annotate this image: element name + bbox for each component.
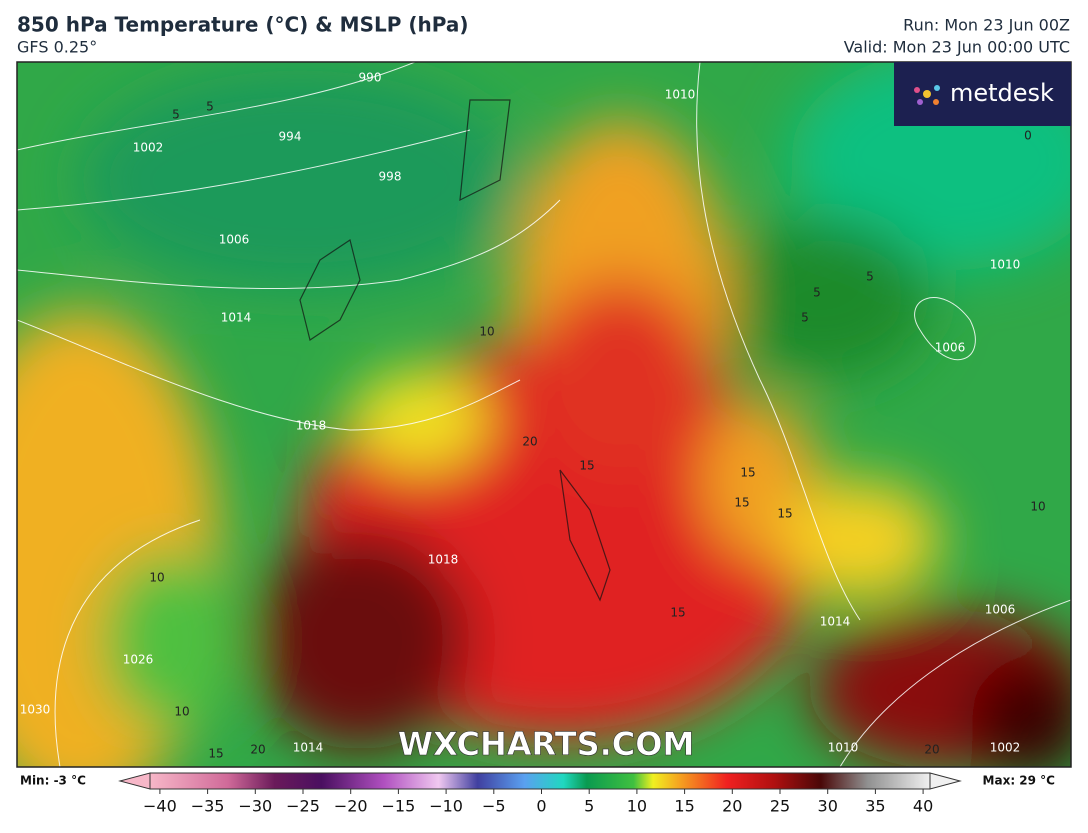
isotherm-label: 10 (149, 571, 164, 585)
isotherm-label: 15 (579, 459, 594, 473)
colorbar-tick-label: −30 (238, 797, 272, 816)
isotherm-label: 10 (174, 705, 189, 719)
isotherm-label: 5 (206, 100, 214, 114)
colorbar-tick-label: 20 (722, 797, 742, 816)
colorbar-tick-label: 35 (865, 797, 885, 816)
isobar-label: 994 (279, 130, 302, 144)
isotherm-label: 20 (250, 743, 265, 757)
colorbar-tick-label: 15 (674, 797, 694, 816)
colorbar-tick-label: 25 (770, 797, 790, 816)
isotherm-label: 10 (479, 325, 494, 339)
legend-max: Max: 29 °C (983, 774, 1056, 788)
isotherm-label: 20 (924, 743, 939, 757)
isobar-label: 1010 (828, 741, 859, 755)
colorbar-low-end (118, 772, 151, 790)
isobar-label: 1006 (935, 341, 966, 355)
map: 9909949981002100610101014101810101006102… (17, 62, 1071, 767)
isotherm-label: 15 (670, 606, 685, 620)
isotherm-label: 5 (801, 311, 809, 325)
isotherm-label: 20 (522, 435, 537, 449)
colorbar-tick-label: −15 (382, 797, 416, 816)
isobar-label: 1010 (990, 258, 1021, 272)
isobar-label: 1010 (665, 88, 696, 102)
isobar-label: 1014 (293, 741, 324, 755)
colorbar (149, 772, 931, 790)
isobar-label: 1018 (296, 419, 327, 433)
colorbar-high-end (929, 772, 962, 790)
isobar-label: 1014 (221, 311, 252, 325)
colorbar-tick-label: 10 (627, 797, 647, 816)
colorbar-tick-label: 0 (536, 797, 546, 816)
isotherm-label: 15 (740, 466, 755, 480)
isobar-label: 1006 (985, 603, 1016, 617)
logo-text: metdesk (950, 79, 1054, 107)
colorbar-tick-label: 30 (818, 797, 838, 816)
colorbar-tick-label: −40 (143, 797, 177, 816)
run-time: Run: Mon 23 Jun 00Z (903, 16, 1070, 35)
colorbar-tick-label: 40 (913, 797, 933, 816)
valid-time: Valid: Mon 23 Jun 00:00 UTC (844, 38, 1070, 57)
isobar-label: 1002 (990, 741, 1021, 755)
map-frame (16, 61, 1072, 768)
isotherm-label: 0 (1024, 129, 1032, 143)
logo-icon (914, 85, 940, 105)
isobar-label: 1018 (428, 553, 459, 567)
colorbar-tick-label: −10 (429, 797, 463, 816)
isobar-label: 1002 (133, 141, 164, 155)
isotherm-label: 5 (172, 108, 180, 122)
isotherm-label: 15 (208, 747, 223, 761)
legend-min: Min: -3 °C (20, 774, 86, 788)
isobar-label: 1014 (820, 615, 851, 629)
isotherm-label: 15 (734, 496, 749, 510)
colorbar-tick-label: −20 (334, 797, 368, 816)
isobar-label: 990 (359, 71, 382, 85)
colorbar-tick-label: 5 (584, 797, 594, 816)
isotherm-label: 5 (866, 270, 874, 284)
isotherm-label: 5 (813, 286, 821, 300)
colorbar-tick-label: −5 (482, 797, 506, 816)
isotherm-label: 15 (777, 507, 792, 521)
title: 850 hPa Temperature (°C) & MSLP (hPa) (17, 13, 468, 37)
isobar-label: 1026 (123, 653, 154, 667)
watermark: WXCHARTS.COM (398, 725, 695, 763)
isotherm-label: 10 (1030, 500, 1045, 514)
subtitle: GFS 0.25° (17, 38, 97, 57)
colorbar-tick-label: −35 (191, 797, 225, 816)
colorbar-tick-label: −25 (286, 797, 320, 816)
isobar-label: 1030 (20, 703, 51, 717)
isobar-label: 1006 (219, 233, 250, 247)
isobar-label: 998 (379, 170, 402, 184)
